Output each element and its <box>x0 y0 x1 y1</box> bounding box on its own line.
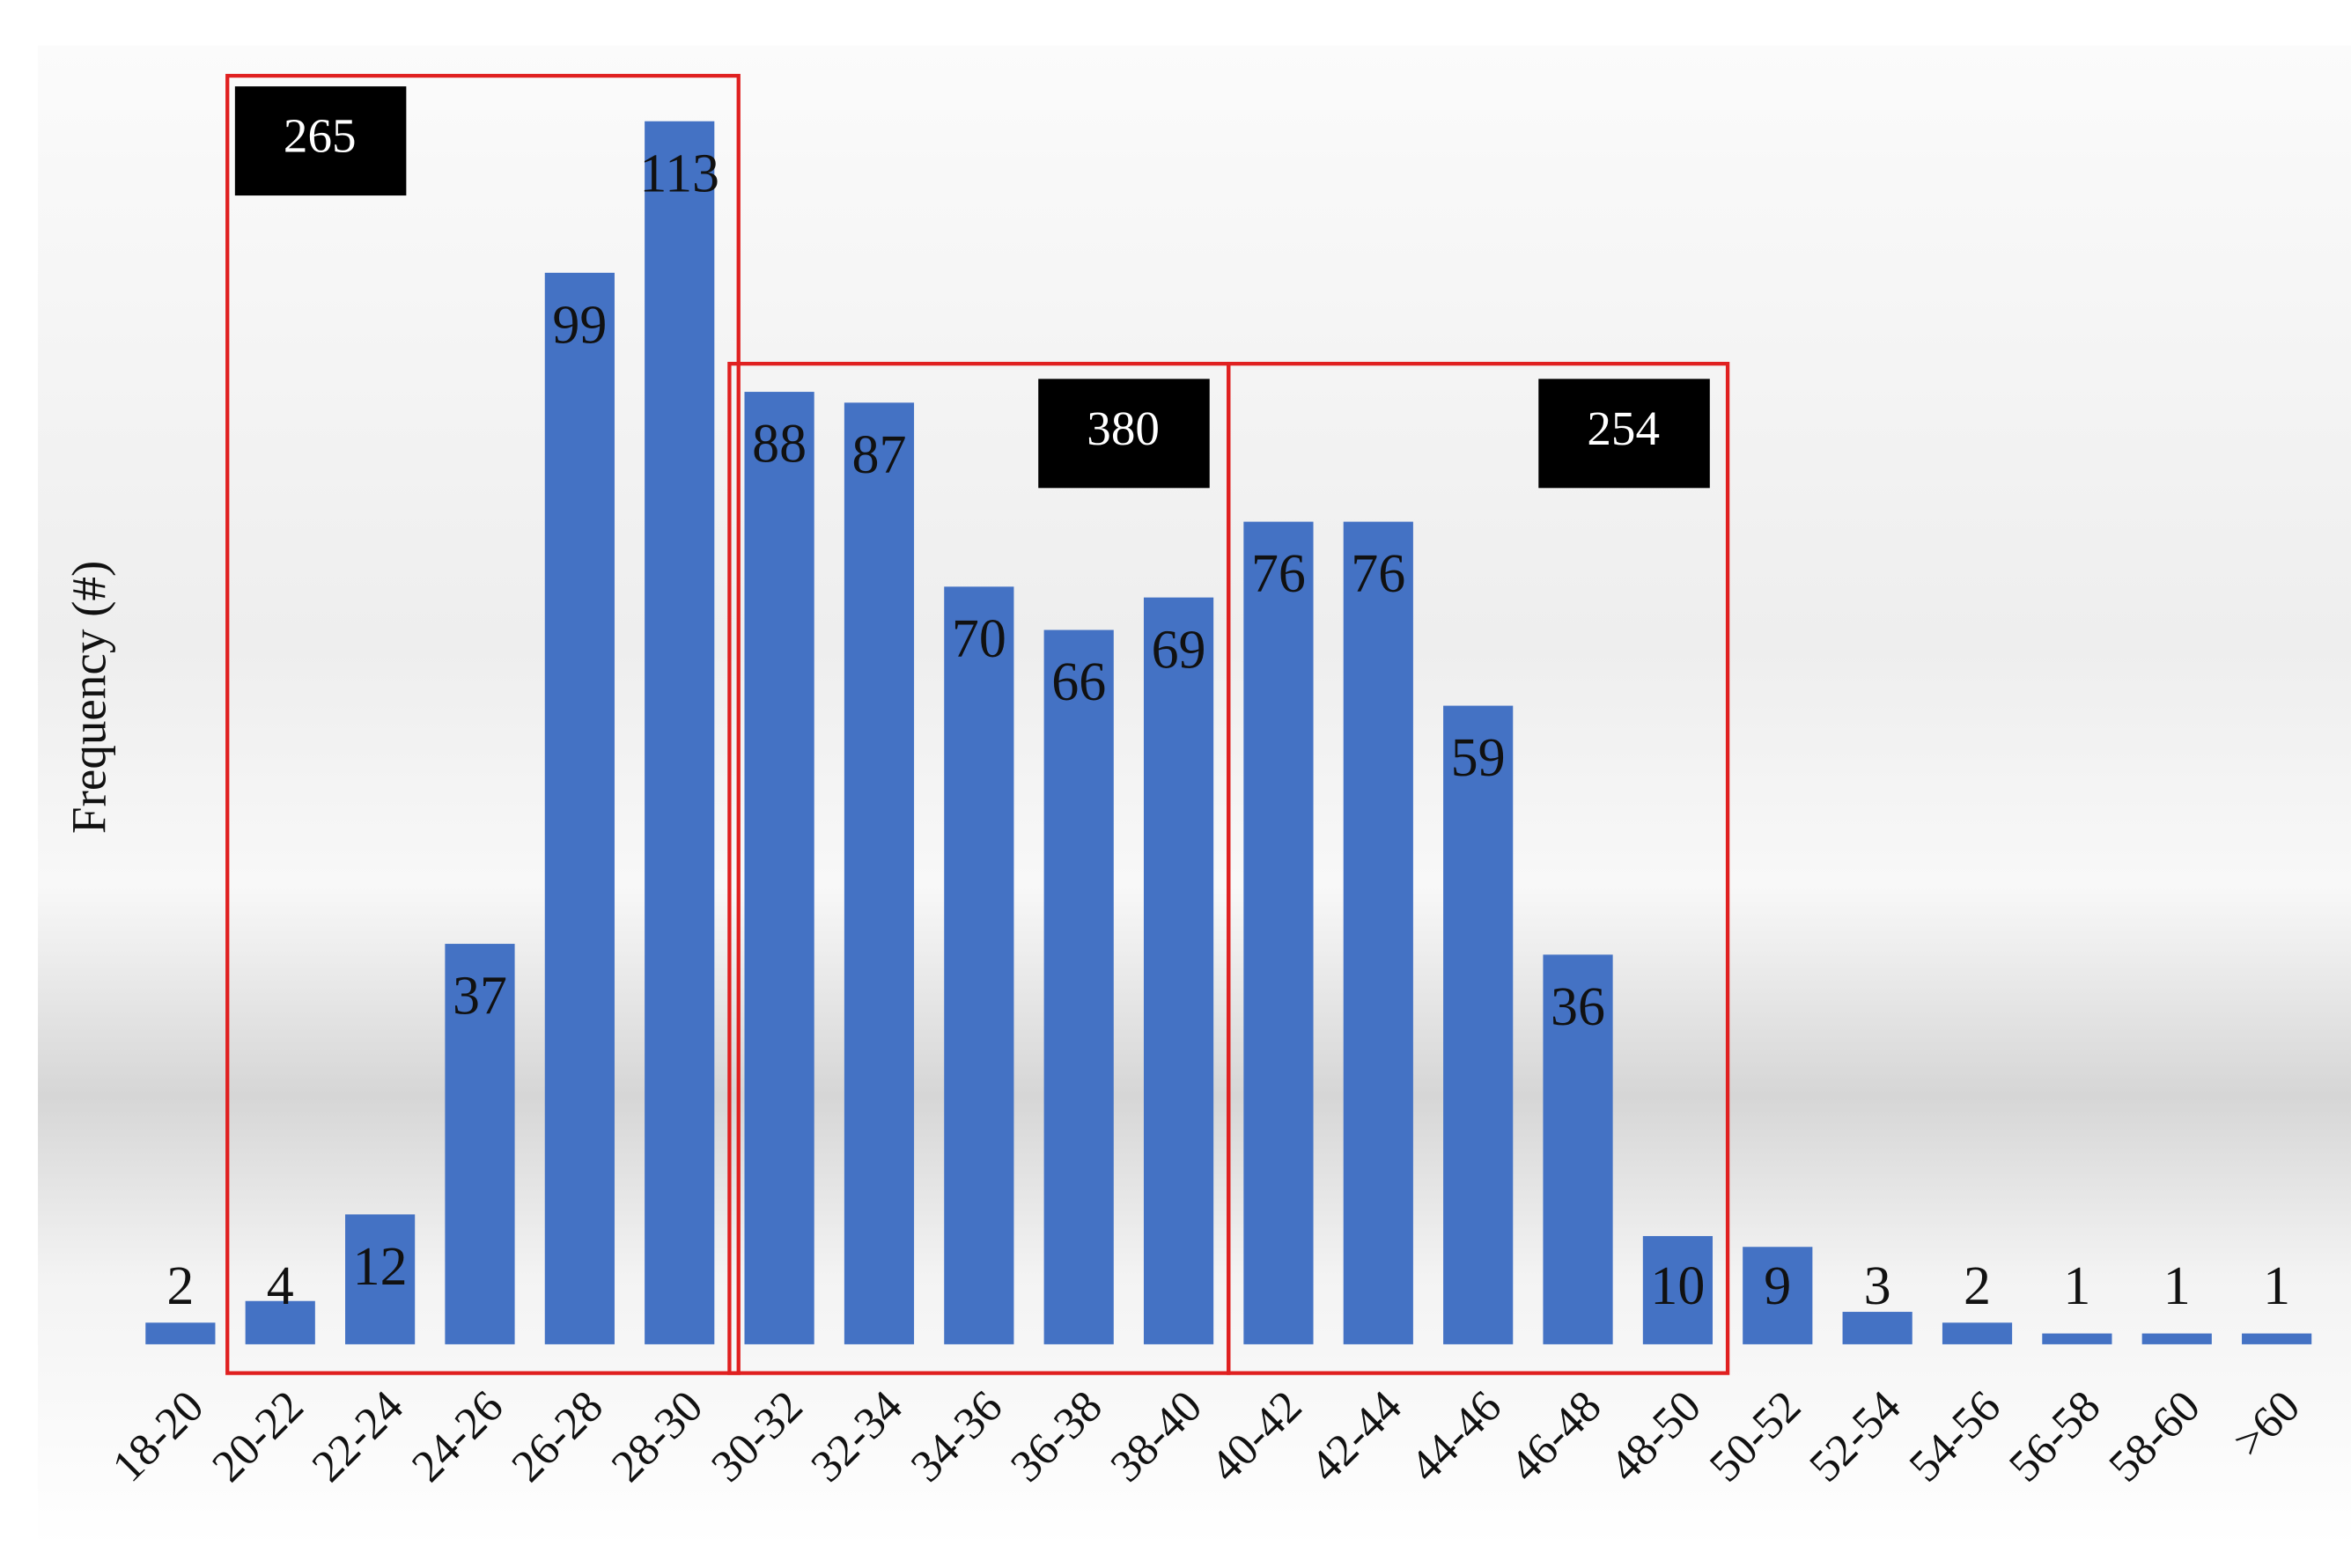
data-label: 12 <box>353 1237 408 1297</box>
bar <box>245 1300 315 1344</box>
data-label: 37 <box>453 967 507 1027</box>
annotation-box <box>234 86 407 196</box>
y-axis-label: Frequency (#) <box>62 561 115 834</box>
bar <box>1842 1312 1912 1344</box>
bar <box>844 402 915 1344</box>
bar <box>2042 1333 2112 1344</box>
annotation: 254 <box>1587 401 1660 455</box>
data-label: 1 <box>2063 1256 2090 1316</box>
group-box <box>225 73 741 1375</box>
data-label: 88 <box>752 415 807 475</box>
data-label: 4 <box>267 1256 294 1316</box>
data-label: 87 <box>851 425 906 485</box>
bar <box>1243 521 1314 1344</box>
bar <box>1942 1322 2013 1344</box>
bar <box>345 1214 416 1344</box>
bar <box>1743 1247 1813 1344</box>
data-label: 1 <box>2163 1256 2191 1316</box>
bar <box>2141 1333 2212 1344</box>
annotation: 380 <box>1087 401 1160 455</box>
annotation-box <box>1538 379 1710 489</box>
data-label: 59 <box>1451 728 1506 788</box>
bar <box>944 586 1014 1344</box>
data-label: 1 <box>2263 1256 2290 1316</box>
bar <box>1043 629 1114 1344</box>
data-label: 9 <box>1764 1256 1791 1316</box>
data-label: 3 <box>1864 1256 1891 1316</box>
bar <box>645 121 715 1344</box>
data-label: 2 <box>1964 1256 1991 1316</box>
annotation: 265 <box>284 109 357 163</box>
bar <box>1642 1235 1714 1344</box>
data-label: 70 <box>952 609 1006 669</box>
group-box <box>1227 361 1730 1375</box>
bar <box>1343 521 1413 1344</box>
data-label: 2 <box>166 1256 194 1316</box>
bar <box>1143 597 1214 1344</box>
data-label: 66 <box>1051 652 1106 712</box>
data-label: 76 <box>1351 544 1405 604</box>
bar <box>2242 1333 2312 1344</box>
data-label: 76 <box>1251 544 1306 604</box>
bar <box>1443 705 1514 1344</box>
bar <box>744 392 814 1344</box>
bar <box>445 944 515 1344</box>
data-label: 10 <box>1650 1256 1705 1316</box>
bar <box>544 272 615 1344</box>
data-label: 99 <box>552 295 607 355</box>
data-label: 36 <box>1551 977 1605 1037</box>
bar <box>1543 954 1613 1344</box>
data-label: 113 <box>639 144 719 203</box>
annotation-box <box>1038 379 1210 489</box>
data-label: 69 <box>1152 620 1206 680</box>
bar <box>145 1322 216 1344</box>
